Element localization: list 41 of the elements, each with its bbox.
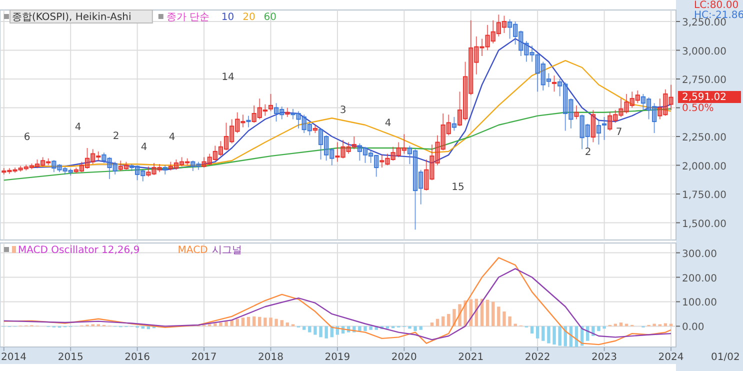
y-tick-label: 3,000.00 (682, 46, 727, 58)
annotation: 3 (340, 105, 346, 116)
x-tick-label: 2015 (58, 352, 84, 363)
y-tick-label: 200.00 (682, 273, 717, 284)
annotation: 2 (584, 147, 592, 158)
y-tick-label: 1,750.00 (682, 190, 727, 201)
chart-title: 종합(KOSPI), Heikin-Ashi (12, 12, 132, 23)
annotation: 01/02 (711, 352, 740, 363)
x-tick-label: 2023 (592, 352, 618, 363)
y-tick-label: 0.00 (682, 322, 704, 334)
x-tick-label: 2017 (191, 352, 217, 363)
x-tick-label: 2018 (258, 352, 284, 363)
x-tick-label: 2016 (124, 352, 150, 363)
legend: MACD Oscillator 12,26,9 MACD 시그널 (4, 245, 242, 256)
annotation: 2 (112, 131, 120, 142)
y-tick-label: 2,000.00 (682, 161, 727, 172)
annotation: 7 (616, 127, 622, 138)
y-tick-label: 2,750.00 (682, 75, 727, 86)
annotation: 4 (74, 122, 82, 133)
annotation: 4 (168, 132, 176, 143)
x-tick-label: 2019 (324, 352, 350, 363)
y-tick-label: 2,250.00 (682, 132, 727, 144)
annotation: 4 (384, 118, 392, 129)
x-tick-label: 2022 (524, 352, 550, 363)
legend-title: 종가 단순 (166, 12, 210, 23)
annotation: 0.50% (682, 103, 714, 114)
legend: 종합(KOSPI), Heikin-Ashi 종가 단순 10 20 60 (4, 10, 277, 24)
legend-label: MACD Oscillator 12,26,9 (18, 245, 140, 256)
x-tick-label: 2021 (458, 352, 484, 363)
x-tick-label: 2024 (658, 352, 684, 363)
y-tick-label: 300.00 (682, 248, 717, 260)
annotation: 6 (24, 132, 30, 143)
y-tick-label: 1,500.00 (682, 218, 727, 230)
annotation: 14 (222, 72, 234, 83)
annotation: 2,591.02 (678, 91, 741, 103)
x-tick-label: 2014 (1, 352, 26, 363)
annotation: LC:80.00 (694, 0, 739, 11)
annotation: 4 (140, 142, 148, 153)
annotation: 15 (452, 182, 464, 193)
x-tick-label: 2020 (391, 352, 417, 363)
y-tick-label: 100.00 (682, 298, 717, 309)
